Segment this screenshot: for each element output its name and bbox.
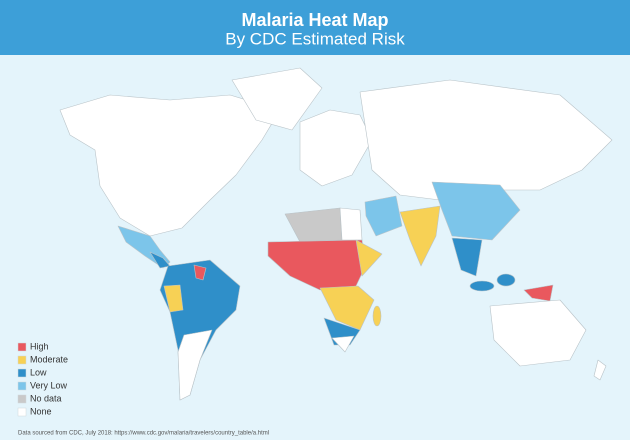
central-africa — [319, 285, 375, 331]
world-map — [59, 67, 613, 401]
australia — [489, 299, 587, 367]
legend-swatch — [17, 407, 27, 417]
sumatra-java — [469, 280, 495, 292]
china — [431, 181, 521, 241]
legend-swatch — [17, 342, 27, 352]
southern-cone — [177, 329, 213, 401]
title: Malaria Heat Map — [241, 10, 388, 30]
egypt — [339, 207, 363, 241]
south-africa — [331, 335, 355, 353]
legend-swatch — [17, 381, 27, 391]
source-note: Data sourced from CDC, July 2018: https:… — [18, 431, 269, 437]
legend-swatch — [17, 394, 27, 404]
legend-label: Very Low — [30, 380, 68, 390]
legend-label: No data — [30, 393, 62, 403]
legend-label: None — [30, 406, 52, 416]
legend: High Moderate Low Very Low No data None — [17, 341, 68, 417]
horn — [355, 239, 383, 277]
guianas — [193, 264, 207, 281]
india — [399, 205, 441, 267]
north-america — [59, 94, 281, 237]
middle-east — [364, 195, 403, 237]
legend-swatch — [17, 355, 27, 365]
madagascar — [372, 305, 382, 327]
borneo — [496, 273, 516, 287]
andes — [163, 284, 184, 313]
new-zealand — [593, 359, 607, 381]
greenland — [231, 67, 323, 131]
russia-asia — [359, 79, 613, 201]
subtitle: By CDC Estimated Risk — [225, 29, 405, 48]
legend-label: Moderate — [30, 354, 68, 364]
header-band — [0, 0, 630, 55]
legend-label: High — [30, 341, 49, 351]
europe — [299, 109, 373, 187]
legend-label: Low — [30, 367, 47, 377]
legend-swatch — [17, 368, 27, 378]
southeast-asia — [451, 237, 483, 277]
